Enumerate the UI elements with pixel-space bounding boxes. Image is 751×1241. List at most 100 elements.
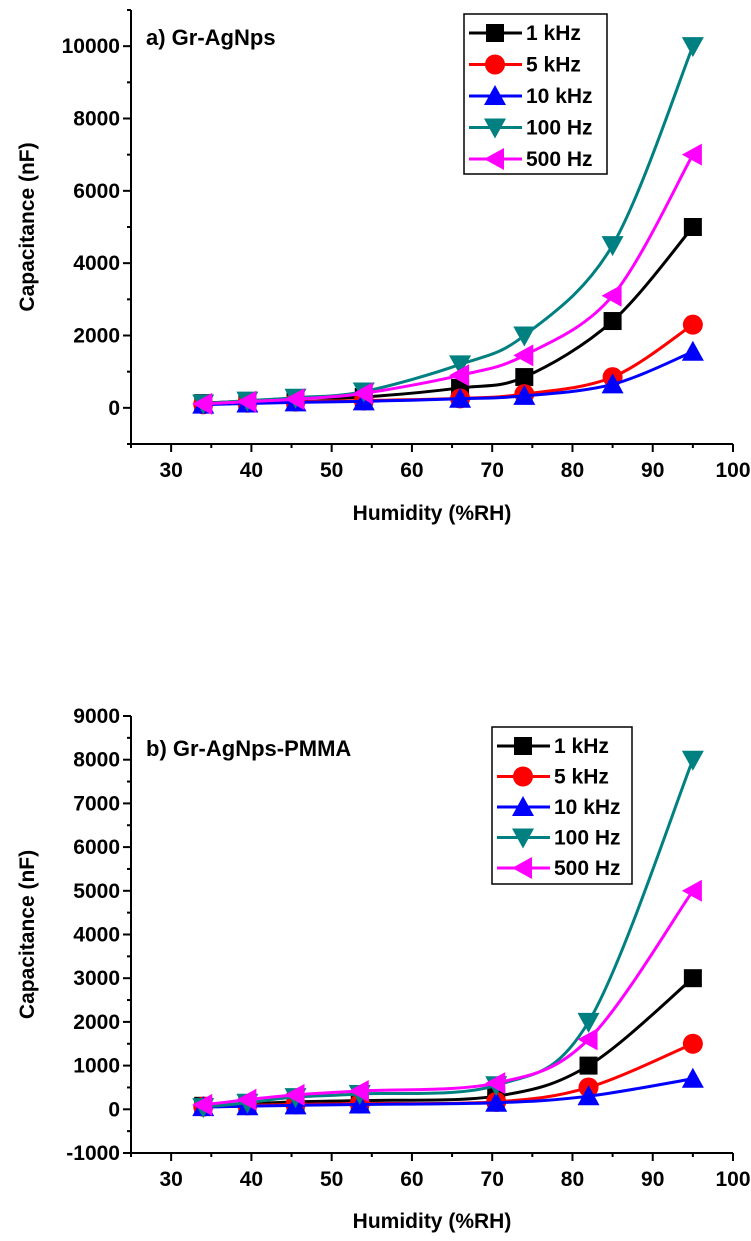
- data-point: [601, 373, 624, 394]
- data-point: [449, 355, 472, 376]
- legend-marker: [512, 857, 532, 879]
- data-point: [577, 1028, 598, 1051]
- y-tick-label: 2000: [73, 325, 120, 348]
- series-1-khz: [194, 218, 702, 413]
- legend-marker: [484, 148, 504, 170]
- legend-item: 1 kHz: [469, 22, 581, 45]
- x-tick-label: 90: [641, 459, 664, 482]
- legend-item: 500 Hz: [497, 857, 621, 880]
- data-point: [603, 312, 622, 331]
- legend: 1 kHz 5 kHz 10 kHz 100 Hz 500 Hz: [463, 13, 608, 175]
- data-point: [515, 368, 534, 387]
- y-tick-label: 4000: [73, 924, 120, 947]
- legend-label: 100 Hz: [526, 117, 593, 140]
- series-line: [203, 45, 695, 405]
- data-point: [513, 326, 536, 347]
- series-line: [203, 153, 695, 406]
- x-tick-label: 70: [481, 459, 504, 482]
- legend-marker: [484, 118, 506, 139]
- data-point: [485, 1091, 508, 1112]
- legend-item: 5 kHz: [497, 766, 609, 789]
- y-tick-label: 3000: [73, 967, 120, 990]
- legend-label: 5 kHz: [554, 766, 609, 789]
- x-tick-label: 40: [240, 1168, 263, 1191]
- data-point: [284, 1083, 305, 1106]
- y-tick-label: -1000: [66, 1142, 120, 1165]
- series-500-hz: [192, 143, 702, 415]
- x-tick-label: 40: [240, 459, 263, 482]
- x-tick-label: 50: [320, 459, 343, 482]
- y-tick-label: 0: [108, 397, 120, 420]
- x-tick-label: 90: [641, 1168, 664, 1191]
- data-point: [681, 879, 702, 902]
- data-point: [681, 37, 704, 58]
- data-point: [513, 384, 536, 405]
- data-point: [348, 1079, 369, 1102]
- data-point: [681, 1067, 704, 1088]
- legend-label: 5 kHz: [526, 54, 581, 77]
- legend-marker: [514, 737, 532, 755]
- x-tick-label: 60: [400, 1168, 423, 1191]
- data-point: [601, 236, 624, 257]
- data-point: [681, 750, 704, 771]
- legend-label: 10 kHz: [554, 796, 621, 819]
- series-100-hz: [192, 37, 704, 415]
- legend-marker: [513, 766, 533, 787]
- x-tick-label: 100: [715, 1168, 750, 1191]
- x-tick-label: 70: [481, 1168, 504, 1191]
- chart-panel-b: -1000 0 1000 2000 3000 4000 5000 6000 7000 8000 90…: [16, 705, 751, 1233]
- data-point: [682, 314, 703, 335]
- legend-item: 10 kHz: [497, 796, 621, 819]
- data-point: [681, 143, 702, 166]
- legend: 1 kHz 5 kHz 10 kHz 100 Hz 500 Hz: [491, 726, 633, 885]
- x-tick-label: 30: [159, 459, 182, 482]
- legend-marker: [486, 24, 504, 42]
- y-tick-label: 10000: [62, 35, 120, 58]
- data-point: [683, 218, 702, 236]
- series-line: [203, 889, 695, 1107]
- y-tick-label: 0: [108, 1098, 120, 1121]
- legend-label: 1 kHz: [526, 22, 581, 45]
- legend-marker: [512, 796, 534, 816]
- series-500-hz: [192, 879, 702, 1116]
- data-point: [284, 388, 305, 411]
- y-tick-label: 8000: [73, 749, 120, 772]
- series-line: [203, 759, 695, 1109]
- panel-title: a) Gr-AgNps: [146, 25, 276, 50]
- data-point: [682, 1033, 703, 1054]
- x-tick-label: 100: [715, 459, 750, 482]
- y-tick-label: 5000: [73, 880, 120, 903]
- y-tick-label: 6000: [73, 836, 120, 859]
- y-tick-label: 7000: [73, 792, 120, 815]
- data-point: [513, 344, 534, 367]
- legend-label: 10 kHz: [526, 85, 593, 108]
- y-tick-label: 4000: [73, 252, 120, 275]
- legend-label: 100 Hz: [554, 827, 621, 850]
- data-point: [352, 382, 373, 405]
- data-point: [449, 364, 470, 387]
- data-point: [449, 387, 472, 408]
- legend-label: 500 Hz: [554, 857, 621, 880]
- chart-panel-a: 0 2000 4000 6000 8000 10000 30 40 50 60 70 80 90 100 H…: [16, 9, 751, 525]
- legend-marker: [484, 85, 506, 105]
- legend-label: 1 kHz: [554, 735, 609, 758]
- data-point: [681, 340, 704, 361]
- legend-marker: [512, 828, 534, 849]
- data-point: [192, 1093, 213, 1116]
- y-tick-label: 8000: [73, 108, 120, 131]
- y-tick-label: 2000: [73, 1011, 120, 1034]
- legend-marker: [485, 54, 505, 75]
- panel-title: b) Gr-AgNps-PMMA: [146, 736, 351, 761]
- data-point: [577, 1012, 600, 1033]
- x-tick-label: 80: [561, 1168, 584, 1191]
- x-axis-title: Humidity (%RH): [353, 1210, 512, 1233]
- legend-item: 5 kHz: [469, 54, 581, 77]
- data-point: [236, 390, 257, 413]
- y-axis-title: Capacitance (nF): [16, 142, 39, 311]
- data-point: [683, 969, 702, 988]
- y-tick-label: 9000: [73, 705, 120, 728]
- data-point: [192, 392, 213, 415]
- legend-item: 100 Hz: [497, 827, 621, 850]
- legend-item: 10 kHz: [469, 85, 593, 108]
- x-tick-label: 30: [159, 1168, 182, 1191]
